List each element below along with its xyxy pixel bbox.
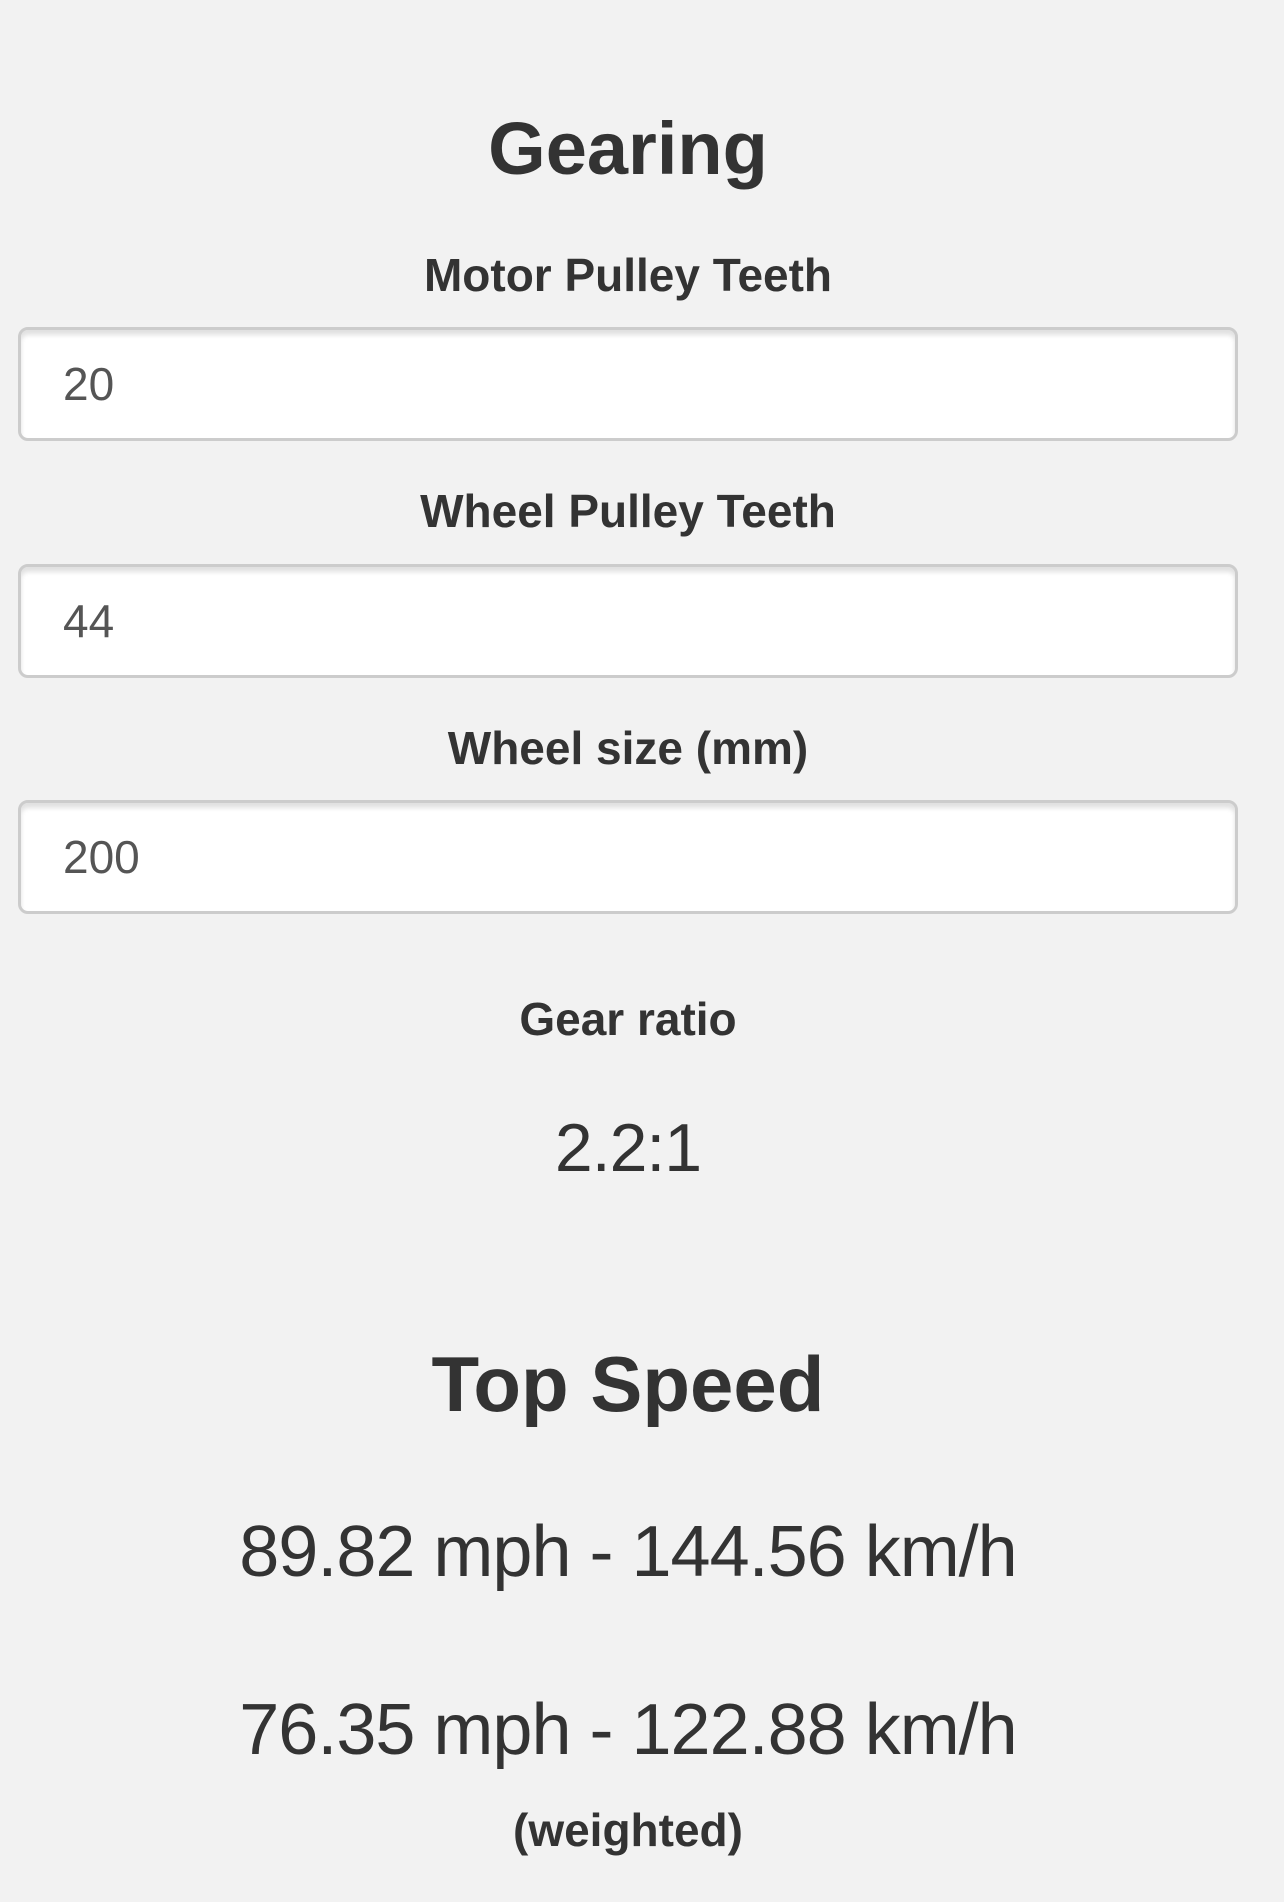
top-speed-max: 89.82 mph - 144.56 km/h [239, 1512, 1017, 1592]
wheel-size-label: Wheel size (mm) [447, 722, 809, 774]
wheel-pulley-input[interactable] [18, 564, 1238, 678]
weighted-label: (weighted) [513, 1804, 743, 1856]
wheel-pulley-label: Wheel Pulley Teeth [420, 485, 836, 537]
gearing-title: Gearing [488, 107, 768, 190]
motor-pulley-input[interactable] [18, 327, 1238, 441]
gear-ratio-value: 2.2:1 [554, 1110, 702, 1186]
wheel-size-input[interactable] [18, 800, 1238, 914]
motor-pulley-label: Motor Pulley Teeth [423, 249, 833, 301]
top-speed-weighted: 76.35 mph - 122.88 km/h [239, 1690, 1017, 1770]
top-speed-title: Top Speed [431, 1340, 825, 1428]
gear-ratio-label: Gear ratio [519, 993, 737, 1045]
